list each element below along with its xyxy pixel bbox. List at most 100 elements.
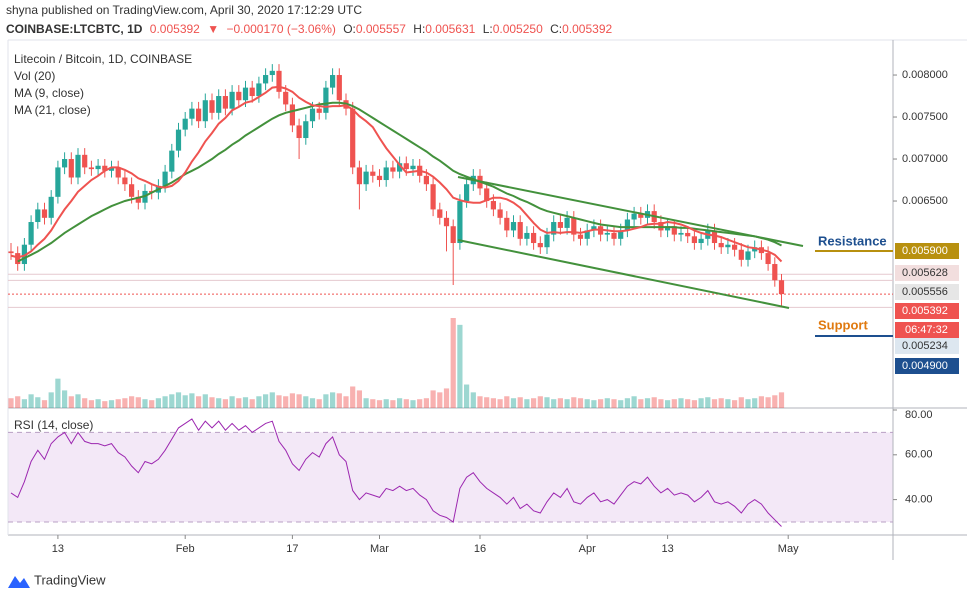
candle-body [68, 159, 74, 178]
volume-bar [624, 398, 630, 408]
volume-bar [517, 397, 523, 408]
volume-bar [571, 397, 577, 408]
volume-bar [129, 396, 135, 408]
candle-body [390, 167, 396, 172]
candle-body [718, 243, 724, 248]
volume-bar [256, 396, 262, 408]
candle-body [738, 249, 744, 260]
volume-bar [537, 396, 543, 408]
volume-bar [142, 399, 148, 408]
volume-bar [189, 393, 195, 408]
published-line: shyna published on TradingView.com, Apri… [6, 3, 362, 17]
candle-body [95, 165, 101, 170]
volume-bar [484, 397, 490, 408]
volume-bar [758, 396, 764, 408]
volume-bar [376, 400, 383, 408]
volume-bar [149, 400, 155, 408]
rsi-label: RSI (14, close) [14, 418, 93, 432]
candle-body [102, 165, 108, 171]
volume-bar [544, 397, 550, 408]
candle-body [604, 232, 610, 235]
volume-bar [370, 399, 376, 408]
volume-bar [577, 398, 584, 408]
candle-body [611, 232, 617, 239]
candle-body [464, 184, 470, 202]
volume-bar [490, 398, 496, 408]
volume-bar [122, 398, 128, 408]
candle-body [397, 163, 403, 172]
countdown-box [895, 322, 959, 338]
candle-body [685, 232, 691, 237]
price-label-box [895, 265, 959, 281]
volume-bar [711, 399, 718, 408]
candle-body [698, 238, 704, 244]
volume-bar [557, 398, 563, 408]
volume-bar [363, 398, 369, 408]
volume-bar [296, 394, 302, 408]
volume-bar [222, 399, 228, 408]
channel-lower [457, 239, 790, 309]
ohlc-label: O: [343, 22, 356, 36]
volume-bar [276, 395, 282, 408]
volume-bar [196, 396, 202, 408]
candle-body [336, 75, 342, 101]
x-tick-label: 13 [52, 543, 64, 555]
y-tick-label: 0.007500 [902, 111, 948, 123]
candle-body [296, 125, 302, 139]
ohlc-label: L: [483, 22, 493, 36]
price-label-box [895, 303, 959, 319]
volume-bar [88, 400, 94, 408]
volume-bar [524, 399, 530, 408]
volume-bar [263, 394, 269, 408]
candle-body [182, 118, 188, 130]
ma9-line [10, 85, 783, 263]
volume-bar [752, 398, 758, 408]
candle-body [162, 171, 168, 186]
candle-body [403, 163, 409, 170]
x-tick-label: 17 [286, 543, 298, 555]
candle-body [618, 230, 624, 239]
volume-bar [316, 399, 322, 408]
price-label: 0.005900 [902, 245, 948, 257]
candle-body [752, 247, 758, 252]
candle-body [289, 104, 295, 126]
volume-bar [718, 398, 724, 408]
candle-body [383, 167, 389, 181]
candle-body [129, 184, 135, 197]
volume-bar [604, 398, 610, 408]
candle-body [430, 184, 436, 210]
volume-bar [725, 399, 731, 408]
volume-bar [644, 398, 651, 408]
volume-bar [209, 397, 215, 408]
candle-body [108, 167, 115, 171]
y-tick-label: 0.008000 [902, 69, 948, 81]
volume-bar [182, 395, 188, 408]
candle-body [242, 87, 249, 101]
candle-body [303, 121, 309, 139]
y-tick-label: 0.006500 [902, 195, 948, 207]
price-label: 0.005234 [902, 340, 948, 352]
volume-bar [8, 398, 14, 408]
volume-bar [464, 384, 470, 408]
ma21-line [17, 101, 782, 263]
volume-bar [175, 392, 182, 408]
candle-body [41, 209, 48, 218]
volume-bar [457, 324, 463, 408]
candle-body [497, 209, 503, 218]
candle-body [35, 209, 41, 223]
candle-body [732, 244, 738, 250]
candle-body [263, 75, 269, 84]
candle-body [323, 87, 329, 113]
volume-bar [551, 399, 557, 408]
candle-body [62, 159, 68, 168]
volume-bar [115, 399, 121, 408]
volume-bar [778, 392, 785, 408]
brand-logo [8, 576, 30, 588]
volume-bar [658, 399, 664, 408]
candle-body [577, 234, 584, 239]
countdown: 06:47:32 [905, 324, 948, 336]
candle-body [671, 226, 677, 235]
candle-body [691, 236, 697, 244]
candle-body [75, 154, 81, 178]
